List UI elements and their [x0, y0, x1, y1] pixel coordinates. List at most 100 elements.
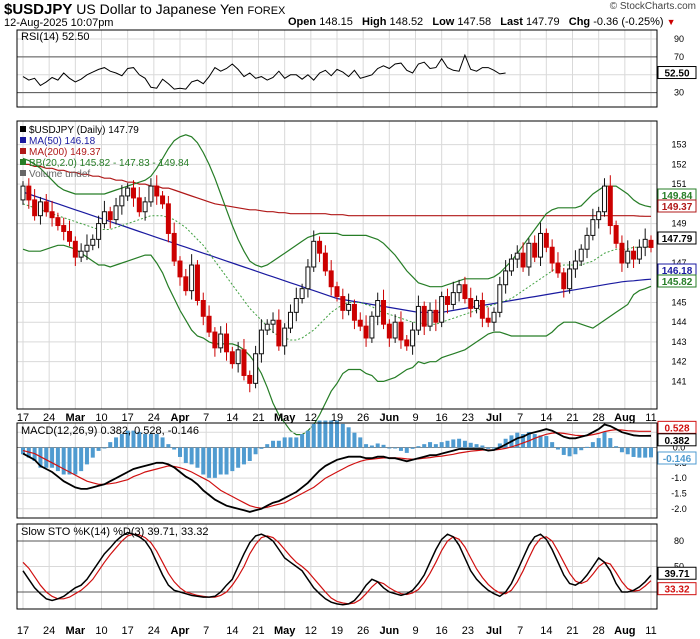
down-arrow-icon: ▼ [666, 17, 676, 27]
macd-histogram-bar [468, 442, 473, 448]
macd-tick-label: -1.0 [671, 473, 687, 483]
candle-body [631, 250, 637, 260]
x-axis-label: 16 [436, 412, 448, 424]
macd-histogram-bar [160, 437, 165, 448]
candle-body [619, 242, 625, 264]
macd-histogram-bar [259, 447, 264, 449]
x-axis-label: 21 [566, 625, 578, 637]
macd-histogram-bar [300, 434, 305, 448]
macd-value-tag: -0.146 [663, 454, 692, 465]
exchange: FOREX [247, 5, 286, 17]
macd-histogram-bar [38, 447, 43, 468]
x-axis-label: 17 [122, 412, 134, 424]
candle-body [189, 264, 195, 292]
macd-histogram-bar [119, 434, 124, 448]
macd-histogram-bar [96, 447, 101, 451]
macd-histogram-bar [550, 442, 555, 448]
sto-value-tag: 39.71 [664, 569, 689, 580]
candle-body [561, 272, 567, 290]
candle-body [567, 268, 573, 290]
price-legend-entry: MA(200) 149.37 [29, 147, 101, 158]
x-axis-label: 21 [252, 625, 264, 637]
macd-histogram-bar [73, 447, 78, 475]
price-tag: 145.82 [662, 277, 693, 288]
x-axis-label: Jul [486, 625, 502, 637]
macd-histogram-bar [555, 447, 560, 450]
x-axis-label: 19 [331, 625, 343, 637]
sto-k-line [22, 531, 652, 606]
candle-body [474, 300, 480, 309]
x-axis-label: Jun [380, 412, 400, 424]
x-axis-label: Aug [614, 625, 635, 637]
candle-body [340, 296, 346, 311]
candle-body [543, 232, 549, 248]
macd-histogram-bar [404, 447, 409, 453]
candle-body [601, 185, 607, 213]
legend-swatch [20, 148, 26, 154]
price-tick-label: 149 [671, 219, 686, 229]
macd-histogram-bar [90, 447, 95, 458]
macd-histogram-bar [532, 434, 537, 448]
x-axis-label: 17 [17, 625, 29, 637]
macd-histogram-bar [428, 442, 433, 448]
chart-date: 12-Aug-2025 10:07pm [4, 17, 114, 29]
high-label: High [362, 16, 387, 28]
candle-body [229, 351, 235, 365]
macd-line [22, 423, 652, 513]
macd-histogram-bar [410, 447, 415, 449]
chg-value: -0.36 (-0.25%) [593, 16, 664, 28]
macd-value-tag: 0.528 [664, 423, 689, 434]
macd-histogram-bar [544, 436, 549, 448]
x-axis-label: 24 [43, 412, 55, 424]
macd-histogram-bar [352, 432, 357, 448]
macd-histogram-bar [230, 447, 235, 472]
price-tick-label: 144 [671, 317, 686, 327]
candle-body [84, 244, 90, 252]
candle-body [596, 211, 602, 221]
candle-body [119, 195, 125, 207]
x-axis-label: 10 [95, 625, 107, 637]
candle-body [328, 270, 334, 288]
legend-swatch [20, 137, 26, 143]
candle-body [55, 217, 61, 227]
macd-histogram-bar [579, 447, 584, 451]
x-axis-label: May [274, 625, 296, 637]
candle-body [270, 319, 276, 325]
candle-body [171, 232, 177, 262]
candle-body [235, 349, 241, 365]
candle-body [107, 211, 113, 221]
macd-histogram-bar [79, 447, 84, 472]
macd-histogram-bar [125, 430, 130, 448]
macd-histogram-bar [526, 432, 531, 448]
rsi-line [22, 53, 506, 90]
sto-title: Slow STO %K(14) %D(3) 39.71, 33.32 [21, 526, 209, 538]
sto-value-tag-box [657, 582, 697, 596]
rsi-panel-frame [16, 29, 658, 108]
last-label: Last [500, 16, 523, 28]
candle-body [392, 321, 398, 339]
price-tick-label: 145 [671, 297, 686, 307]
macd-histogram-bar [375, 443, 380, 448]
price-tag-box [657, 199, 697, 213]
candle-body [142, 201, 148, 213]
x-axis-label: 10 [95, 412, 107, 424]
x-axis-label: Mar [66, 625, 86, 637]
candle-body [49, 211, 55, 219]
x-axis-label: 7 [517, 412, 523, 424]
macd-histogram-bar [271, 440, 276, 448]
macd-histogram-bar [637, 447, 642, 458]
macd-histogram-bar [143, 434, 148, 448]
symbol-description: US Dollar to Japanese Yen [76, 1, 244, 17]
macd-histogram-bar [50, 447, 55, 468]
macd-histogram-bar [172, 447, 177, 450]
macd-signal-line [22, 429, 651, 509]
candle-body [334, 286, 340, 298]
macd-panel-frame [16, 422, 658, 519]
macd-histogram-bar [608, 438, 613, 448]
chg-label: Chg [568, 16, 591, 28]
x-axis-label: May [274, 412, 296, 424]
macd-histogram-bar [596, 438, 601, 448]
candle-body [375, 300, 381, 317]
macd-histogram-bar [55, 447, 60, 472]
candle-body [200, 300, 206, 317]
